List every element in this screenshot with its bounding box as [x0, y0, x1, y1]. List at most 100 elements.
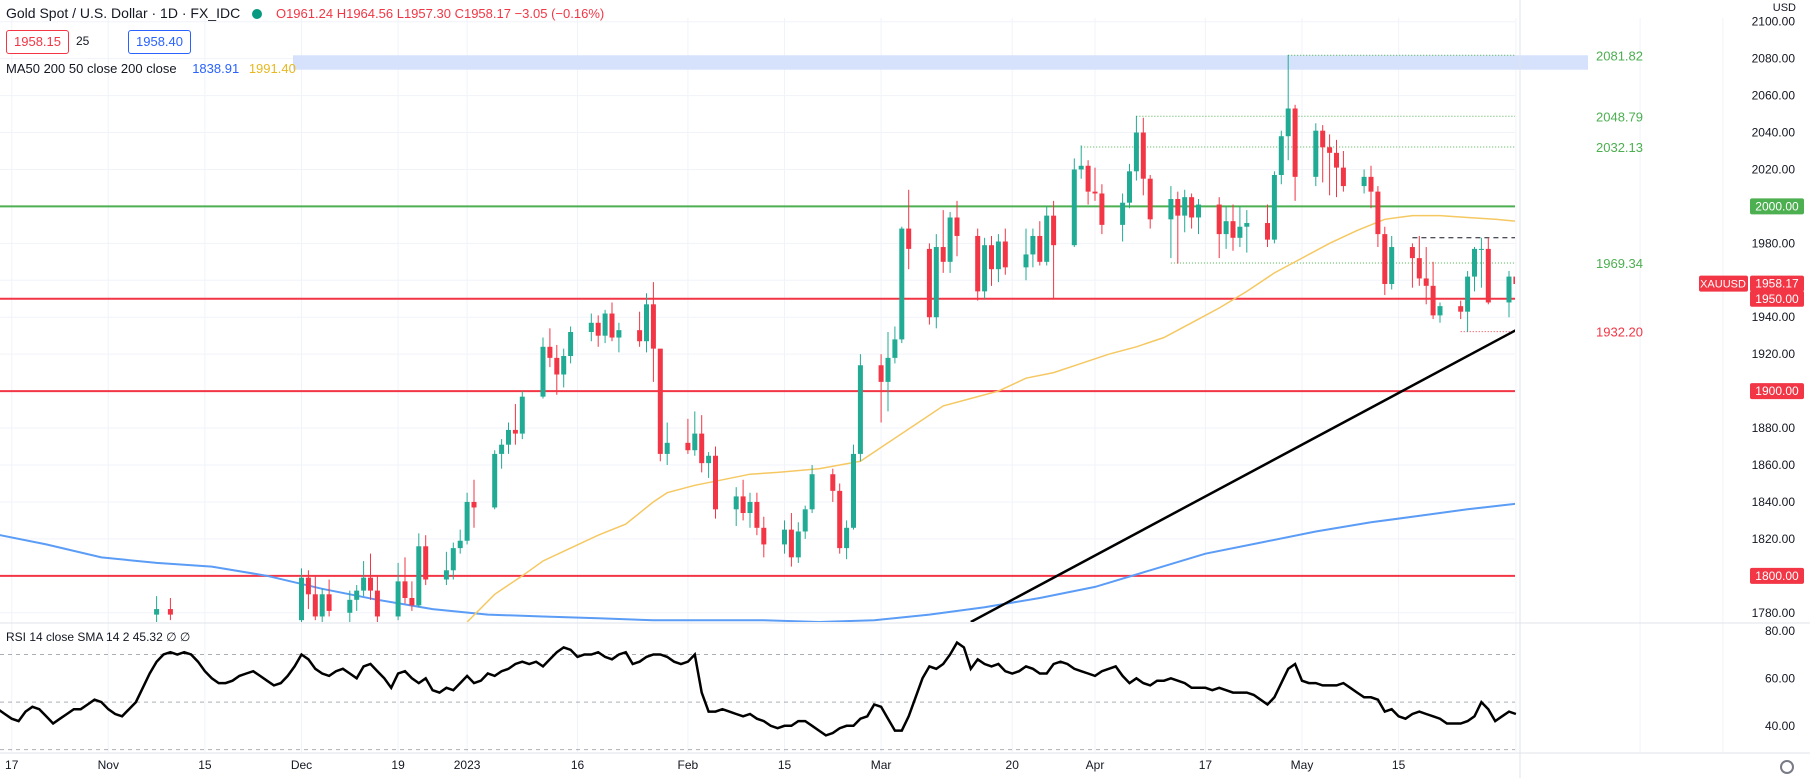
candle-body: [809, 474, 815, 510]
candle-body: [1375, 191, 1381, 235]
candle-body: [857, 365, 863, 454]
rsi-label: RSI 14 close SMA 14 2: [6, 630, 130, 644]
trendline: [970, 329, 1515, 622]
price-tick-label: 1820.00: [1752, 532, 1796, 546]
candle-body: [1409, 247, 1415, 259]
resistance-zone: [293, 55, 1588, 70]
level-price-tag-label: 2000.00: [1755, 199, 1799, 213]
candle-body: [512, 429, 518, 434]
candle-body: [312, 594, 318, 617]
candle-body: [733, 496, 739, 510]
candle-body: [692, 433, 698, 451]
candle-body: [1472, 248, 1477, 277]
level-price-tag: [1750, 198, 1804, 215]
close-value: C1958.17: [454, 6, 511, 21]
candle-body: [1382, 234, 1388, 284]
level-label: 2081.82: [1596, 48, 1643, 63]
candle-body: [450, 548, 456, 571]
price-tick-label: 1840.00: [1752, 495, 1796, 509]
candle-body: [602, 313, 608, 336]
time-tick-label: Nov: [98, 758, 119, 772]
candle-body: [506, 429, 511, 445]
candle-body: [499, 444, 505, 454]
ma-indicator-legend[interactable]: MA50 200 50 close 200 close 1838.91 1991…: [6, 61, 296, 76]
price-tick-label: 1780.00: [1752, 606, 1796, 620]
candle-body: [664, 442, 670, 454]
level-label: 1969.34: [1596, 256, 1643, 271]
sell-button[interactable]: 1958.15: [6, 30, 69, 54]
level-price-tag-label: 1950.00: [1755, 292, 1799, 306]
candle-body: [395, 581, 401, 617]
candle-body: [878, 365, 884, 382]
candle-body: [837, 490, 843, 549]
candle-body: [1437, 306, 1443, 316]
time-tick-label: 15: [1392, 758, 1406, 772]
candle-body: [995, 241, 1001, 270]
candle-body: [368, 577, 373, 591]
candle-body: [167, 609, 173, 615]
candle-body: [588, 322, 594, 333]
currency-selector[interactable]: USD: [1772, 2, 1796, 14]
candle-body: [747, 501, 753, 514]
candle-body: [885, 357, 891, 382]
rsi-tick-label: 60.00: [1765, 671, 1795, 685]
candle-body: [1271, 175, 1277, 240]
candle-body: [1237, 226, 1243, 238]
candle-body: [609, 313, 615, 338]
candle-body: [154, 609, 160, 615]
candle-body: [933, 247, 939, 318]
candle-body: [1285, 108, 1291, 137]
gear-icon[interactable]: [1780, 760, 1794, 774]
candle-body: [899, 228, 905, 340]
candle-body: [1327, 147, 1333, 153]
candle-body: [761, 527, 767, 545]
candle-body: [892, 339, 898, 358]
candle-body: [540, 346, 546, 397]
candle-body: [685, 442, 691, 451]
last-price-tag: [1750, 275, 1804, 292]
candle-body: [989, 245, 994, 270]
rsi-line: [0, 640, 1517, 737]
candle-body: [1423, 278, 1429, 286]
candle-body: [1147, 178, 1153, 220]
time-tick-label: 19: [391, 758, 405, 772]
candle-body: [740, 496, 746, 514]
candle-body: [354, 590, 360, 600]
candle-body: [1513, 276, 1515, 284]
market-status-icon: [252, 9, 263, 19]
candle-body: [1458, 306, 1464, 312]
time-tick-label: 15: [198, 758, 212, 772]
candle-body: [1320, 130, 1326, 148]
candle-body: [1265, 223, 1270, 240]
rsi-extra: ∅ ∅: [166, 630, 191, 644]
candle-body: [954, 217, 960, 236]
candle-body: [1182, 197, 1188, 216]
rsi-indicator-legend[interactable]: RSI 14 close SMA 14 2 45.32 ∅ ∅: [6, 630, 190, 644]
candle-body: [1334, 152, 1339, 168]
level-price-tag: [1750, 383, 1804, 400]
candle-body: [1313, 130, 1319, 177]
price-tick-label: 2080.00: [1752, 52, 1796, 66]
candle-body: [1430, 285, 1436, 316]
main-plot: [0, 54, 1515, 622]
ma200-value: 1991.40: [248, 61, 296, 76]
buy-button[interactable]: 1958.40: [128, 30, 191, 54]
candle-body: [402, 581, 408, 598]
price-tick-label: 1860.00: [1752, 458, 1796, 472]
candle-body: [1133, 132, 1139, 172]
candle-body: [443, 570, 449, 580]
candle-body: [1389, 247, 1395, 284]
candle-body: [1465, 276, 1471, 312]
candle-body: [851, 453, 856, 528]
candle-body: [409, 597, 415, 606]
candle-body: [1023, 254, 1029, 268]
rsi-tick-label: 40.00: [1765, 719, 1795, 733]
candle-body: [1092, 191, 1098, 194]
candle-body: [657, 348, 663, 454]
candle-body: [347, 599, 353, 613]
candle-body: [1085, 165, 1091, 192]
candle-body: [637, 330, 643, 342]
symbol-title[interactable]: Gold Spot / U.S. Dollar · 1D · FX_IDC: [6, 5, 241, 21]
candle-body: [1361, 176, 1367, 187]
